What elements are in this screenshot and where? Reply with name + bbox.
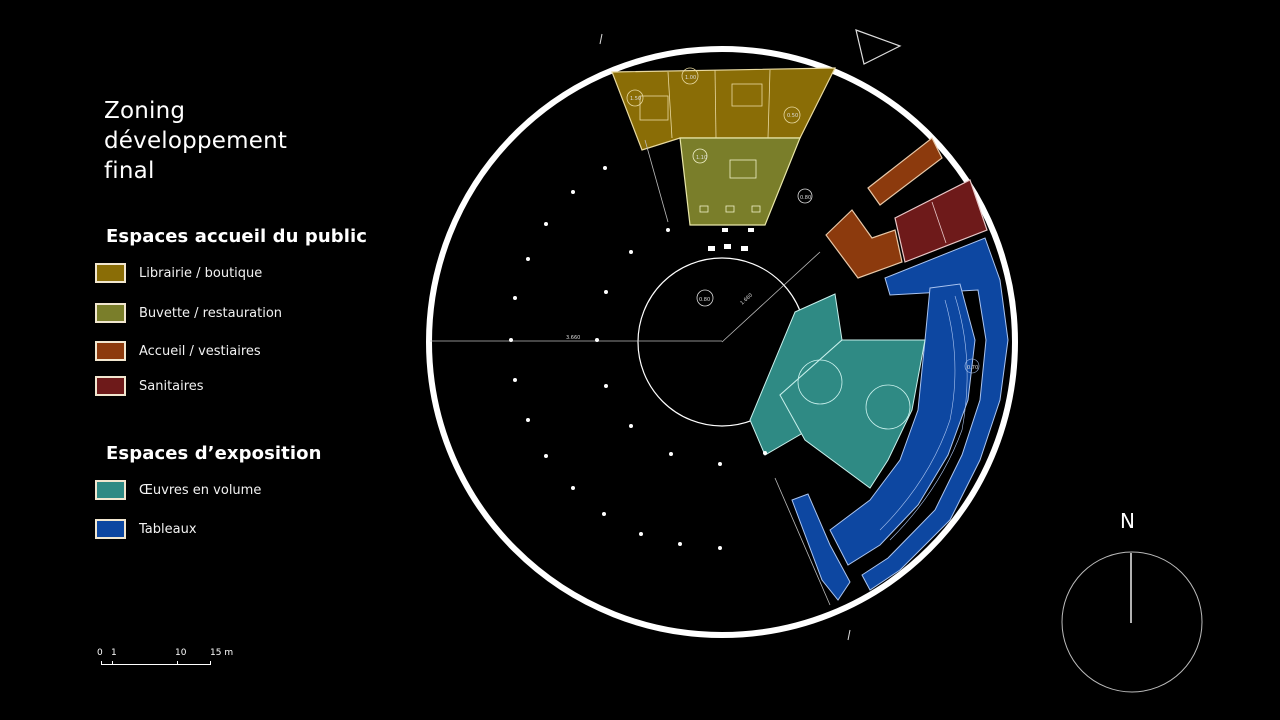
terrace-table [724,244,731,249]
zone-tableaux-outer [861,237,1009,591]
scale-tick [177,661,178,665]
wall-line [774,477,831,606]
legend-swatch-oeuvres-volume [95,480,126,500]
outer-wall [426,46,1018,638]
section-mark [847,629,851,641]
terrace-table [708,246,715,251]
shop-partition [714,69,717,139]
legend-section-public: Espaces accueil du public [106,226,368,247]
paint-partition [879,299,956,531]
legend-section-exposition: Espaces d’exposition [106,443,322,464]
legend-label: Librairie / boutique [139,265,263,281]
scale-label-15: 15 m [210,648,234,658]
bar-counter [729,159,757,179]
level-marker [964,358,980,374]
legend-swatch-librairie [95,263,126,283]
legend-item-buvette: Buvette / restauration [95,302,282,324]
level-marker [626,89,644,107]
title-line-2: développement [104,128,288,154]
scale-label-0: 0 [97,648,103,658]
zone-tableaux-inner [829,283,976,566]
level-cafe: 1.10 [696,155,707,161]
paint-partition [889,295,968,541]
scale-bar: 0 1 10 15 m [97,648,257,670]
shop-partition [767,69,771,139]
scale-tick [112,661,113,665]
level-shop-b: 1.50 [630,96,641,102]
level-marker [797,188,813,204]
title-line-1: Zoning [104,98,186,124]
terrace-table [748,228,754,232]
legend-swatch-tableaux [95,519,126,539]
wall-line [644,139,669,223]
legend-item-accueil: Accueil / vestiaires [95,340,261,362]
zone-volume-east [779,339,926,489]
compass-north-label: N [1120,509,1135,533]
scale-line [101,661,211,665]
level-paintings: 0.70 [967,365,978,371]
north-arrow-triangle [855,29,902,65]
table [751,205,761,213]
legend-item-tableaux: Tableaux [95,518,197,540]
compass-circle [1061,551,1203,693]
scale-label-10: 10 [175,648,187,658]
radius-line [721,251,821,343]
title-line-3: final [104,158,155,184]
shop-partition [667,71,673,139]
legend-swatch-buvette [95,303,126,323]
legend-label: Sanitaires [139,378,204,394]
level-center: 0.80 [699,297,710,303]
legend-label: Tableaux [139,521,197,537]
legend-swatch-accueil [95,341,126,361]
level-entry: 0.80 [800,195,811,201]
legend-label: Accueil / vestiaires [139,343,261,359]
level-marker [783,106,801,124]
terrace-table [741,246,748,251]
level-shop-a: 1.00 [685,75,696,81]
zone-sanitaires [894,179,988,263]
shop-furniture [731,83,763,107]
legend-item-librairie: Librairie / boutique [95,262,262,284]
column-grid [509,166,767,550]
zone-tableaux-south [791,493,851,601]
legend-label: Buvette / restauration [139,305,283,321]
level-marker [696,289,714,307]
dimension-radius: 1.660 [739,292,754,306]
dimension-diameter: 3.660 [566,335,580,341]
terrace-table [722,228,728,232]
legend-item-oeuvres-volume: Œuvres en volume [95,479,261,501]
sculpture-plinth [865,384,911,430]
zone-buvette [679,137,801,226]
scale-label-1: 1 [111,648,117,658]
table [699,205,709,213]
section-mark [599,33,603,45]
zone-vestiaires [867,137,943,206]
legend-swatch-sanitaires [95,376,126,396]
page-title: Zoning développement final [104,96,364,186]
shop-furniture [639,95,669,121]
sanitaires-partition [931,201,947,244]
sculpture-plinth [797,359,843,405]
level-marker [692,148,708,164]
legend-label: Œuvres en volume [139,482,262,498]
table [725,205,735,213]
level-shop-c: 0.50 [787,113,798,119]
legend-item-sanitaires: Sanitaires [95,375,204,397]
level-marker [681,67,699,85]
zone-accueil [825,209,903,279]
